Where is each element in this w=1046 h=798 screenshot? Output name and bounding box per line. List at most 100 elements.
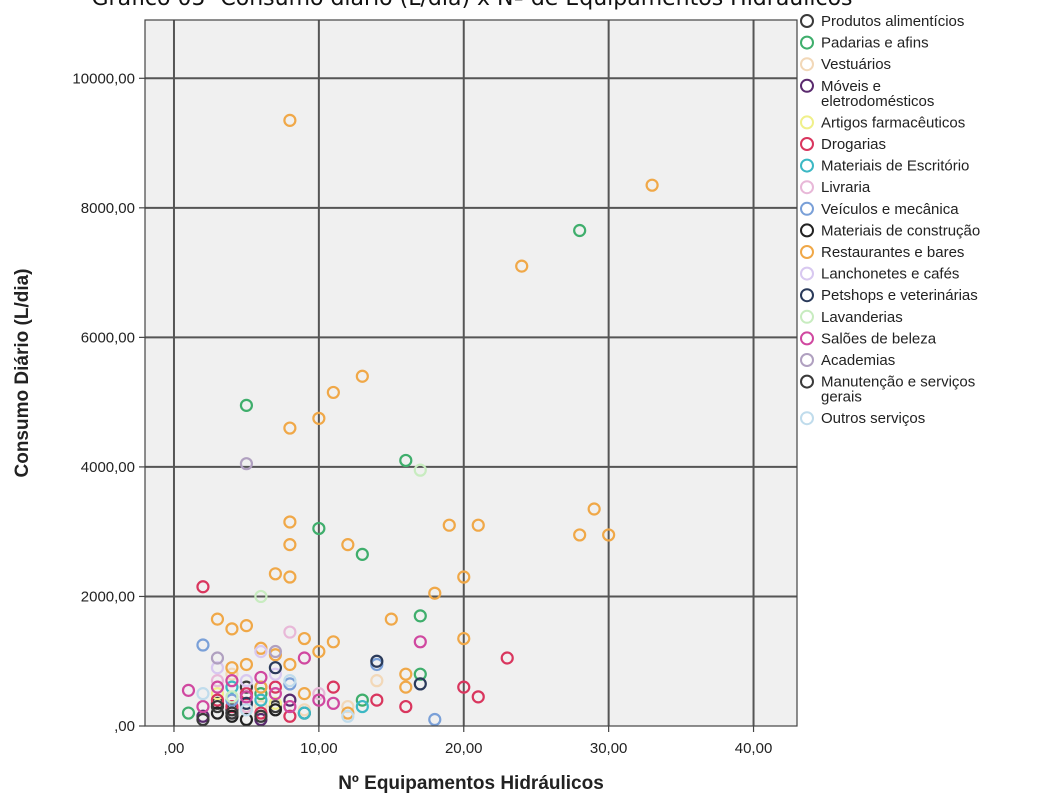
data-point bbox=[225, 674, 239, 688]
legend-marker bbox=[800, 158, 814, 173]
legend-marker bbox=[800, 14, 814, 28]
legend-marker bbox=[800, 35, 814, 50]
data-point bbox=[239, 674, 254, 688]
data-point bbox=[283, 657, 297, 672]
data-point bbox=[196, 699, 210, 714]
data-point bbox=[210, 661, 225, 675]
legend-label: Artigos farmacêuticos bbox=[821, 114, 965, 131]
data-point bbox=[196, 712, 210, 727]
data-point bbox=[225, 622, 239, 636]
data-point bbox=[268, 703, 282, 717]
data-point bbox=[399, 699, 413, 714]
data-point bbox=[312, 411, 326, 425]
data-point bbox=[428, 712, 442, 727]
data-point bbox=[268, 644, 282, 659]
data-point bbox=[283, 693, 297, 707]
data-point bbox=[239, 712, 254, 727]
data-point bbox=[225, 661, 239, 675]
data-points bbox=[181, 113, 659, 727]
x-tick-label: 10,00 bbox=[300, 740, 338, 757]
grid-lines bbox=[145, 20, 797, 726]
data-point bbox=[326, 635, 340, 649]
data-point bbox=[225, 667, 239, 681]
data-point bbox=[283, 538, 297, 552]
y-tick-label: 6000,00 bbox=[81, 329, 135, 346]
legend-label: Outros serviços bbox=[821, 410, 925, 427]
data-point bbox=[268, 687, 282, 701]
data-point bbox=[297, 631, 311, 646]
legend-marker bbox=[800, 201, 814, 216]
data-point bbox=[370, 693, 384, 707]
data-point bbox=[399, 453, 413, 468]
y-axis-label: Consumo Diário (L/dia) bbox=[12, 269, 33, 478]
data-point bbox=[239, 690, 254, 704]
legend-label: Academias bbox=[821, 352, 895, 369]
data-point bbox=[210, 680, 225, 694]
legend-marker bbox=[800, 374, 814, 389]
data-point bbox=[326, 696, 340, 710]
data-point bbox=[283, 699, 297, 714]
data-point bbox=[181, 706, 196, 720]
data-point bbox=[210, 674, 225, 688]
data-point bbox=[399, 667, 413, 681]
data-point bbox=[254, 699, 268, 714]
legend-label: Lanchonetes e cafés bbox=[821, 266, 959, 283]
legend-marker bbox=[800, 331, 814, 346]
data-point bbox=[225, 699, 239, 714]
data-point bbox=[254, 644, 268, 659]
data-point bbox=[370, 654, 384, 668]
data-point bbox=[196, 687, 210, 701]
data-point bbox=[254, 687, 268, 701]
data-point bbox=[283, 113, 297, 127]
data-point bbox=[210, 706, 225, 720]
data-point bbox=[239, 398, 254, 412]
x-tick-label: ,00 bbox=[164, 740, 185, 757]
data-point bbox=[312, 521, 326, 536]
data-point bbox=[225, 680, 239, 694]
data-point bbox=[413, 463, 427, 477]
data-point bbox=[283, 625, 297, 639]
y-axis-ticks: ,00 2000,00 4000,00 6000,00 8000,00 10000,00 bbox=[72, 70, 145, 735]
data-point bbox=[384, 612, 398, 626]
y-tick-label: 4000,00 bbox=[81, 459, 135, 476]
data-point bbox=[457, 680, 471, 694]
data-point bbox=[399, 680, 413, 694]
legend-marker bbox=[800, 288, 814, 303]
legend-marker bbox=[800, 266, 814, 281]
data-point bbox=[283, 709, 297, 723]
legend-marker bbox=[800, 411, 814, 426]
data-point bbox=[239, 619, 254, 633]
data-point bbox=[225, 706, 239, 720]
x-tick-label: 40,00 bbox=[735, 740, 773, 757]
legend-marker bbox=[800, 245, 814, 259]
data-point bbox=[471, 690, 485, 704]
data-point bbox=[268, 696, 282, 710]
x-tick-label: 30,00 bbox=[590, 740, 628, 757]
legend-label: Petshops e veterinárias bbox=[821, 287, 978, 304]
data-point bbox=[573, 223, 587, 238]
legend-marker bbox=[800, 223, 814, 238]
data-point bbox=[428, 586, 442, 600]
legend-marker bbox=[800, 57, 814, 72]
data-point bbox=[254, 709, 268, 723]
data-point bbox=[283, 421, 297, 435]
data-point bbox=[355, 369, 369, 383]
data-point bbox=[312, 687, 326, 701]
legend: Produtos alimentícios Padarias e afins Ves… bbox=[800, 13, 980, 427]
data-point bbox=[225, 690, 239, 704]
data-point bbox=[312, 693, 326, 707]
data-point bbox=[239, 457, 254, 471]
legend-label: Móveis e eletrodomésticos bbox=[821, 78, 934, 110]
data-point bbox=[283, 570, 297, 584]
data-point bbox=[210, 612, 225, 626]
data-point bbox=[254, 693, 268, 707]
legend-label: Produtos alimentícios bbox=[821, 13, 964, 30]
legend-marker bbox=[800, 78, 814, 93]
data-point bbox=[341, 699, 355, 714]
data-point bbox=[239, 680, 254, 694]
data-point bbox=[341, 709, 355, 723]
data-point bbox=[326, 680, 340, 694]
legend-label: Lavanderias bbox=[821, 309, 903, 326]
legend-marker bbox=[800, 309, 814, 324]
data-point bbox=[370, 674, 384, 688]
